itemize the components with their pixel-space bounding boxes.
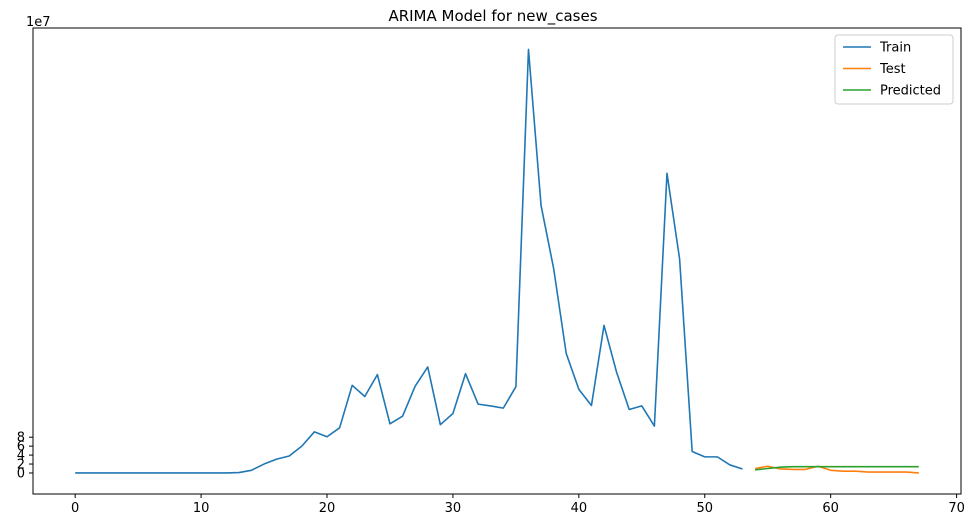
y-tick-label: 4: [17, 449, 25, 464]
legend-label-train: Train: [879, 41, 911, 56]
x-tick-label: 50: [696, 501, 713, 516]
y-tick-label: 8: [17, 431, 25, 446]
x-tick-label: 0: [71, 501, 79, 516]
legend: Train Test Predicted: [834, 34, 954, 105]
legend-label-predicted: Predicted: [880, 84, 941, 99]
series-line-predicted: [755, 465, 919, 471]
x-tick-label: 10: [193, 501, 210, 516]
plot-area: [75, 48, 919, 474]
x-tick-label: 60: [822, 501, 839, 516]
series-line-test: [754, 465, 919, 474]
chart-title: ARIMA Model for new_cases: [388, 7, 597, 26]
y-offset-text: 1e7: [26, 15, 51, 30]
plot-frame: [32, 27, 962, 495]
y-tick-label: 0: [17, 466, 25, 481]
legend-label-test: Test: [879, 62, 906, 77]
x-tick-label: 40: [571, 501, 588, 516]
y-tick-label: 6: [17, 440, 25, 455]
y-tick-label: 2: [17, 458, 25, 473]
series-line-train: [75, 48, 743, 474]
x-axis: 0 10 20 30 40 50 60 70: [71, 494, 965, 516]
x-tick-label: 30: [445, 501, 462, 516]
x-tick-label: 20: [319, 501, 336, 516]
legend-box: [834, 34, 954, 105]
x-tick-label: 70: [948, 501, 965, 516]
